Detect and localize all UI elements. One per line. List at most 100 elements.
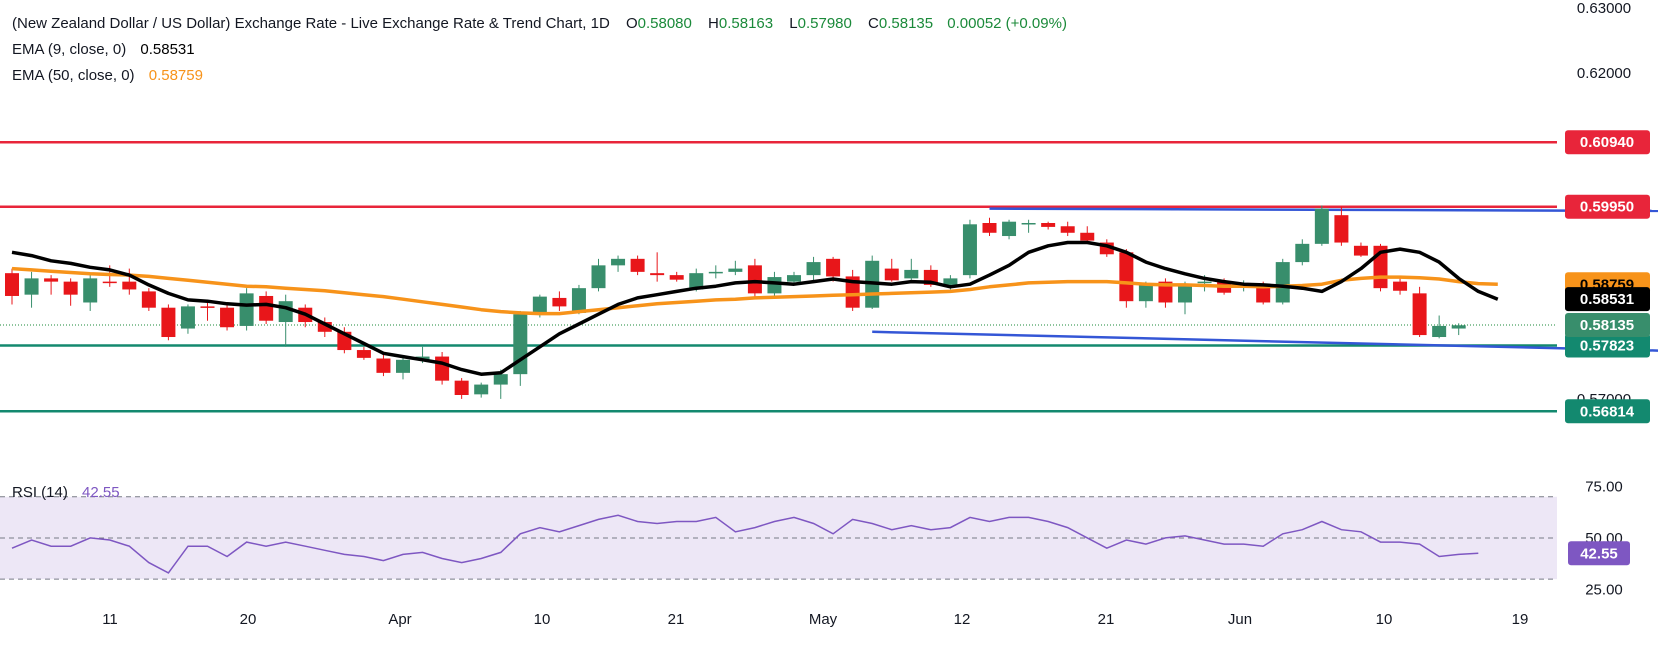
- candle-body: [904, 269, 919, 279]
- time-tick-label: 10: [1376, 611, 1393, 628]
- candle-body: [884, 268, 899, 281]
- candle-body: [200, 306, 215, 308]
- open-value: 0.58080: [638, 15, 692, 32]
- support-resistance-levels: [0, 140, 1557, 413]
- time-tick-label: Apr: [388, 611, 411, 628]
- candle-body: [1002, 221, 1017, 237]
- ema50-legend-label: EMA (50, close, 0): [12, 67, 135, 84]
- candle-body: [24, 278, 39, 295]
- open-label: O: [626, 15, 638, 32]
- candle-body: [44, 278, 59, 282]
- low-value: 0.57980: [798, 15, 852, 32]
- candle-body: [376, 358, 391, 373]
- close-value: 0.58135: [879, 15, 933, 32]
- rsi-legend-label: RSI (14): [12, 484, 68, 501]
- high-label: H: [708, 15, 719, 32]
- candle-body: [591, 265, 606, 289]
- rsi-tag-label: 42.55: [1580, 545, 1618, 562]
- candle-body: [747, 265, 762, 294]
- candle-body: [1256, 284, 1271, 303]
- support-tag-bg: [1565, 333, 1650, 358]
- ema50-legend: EMA (50, close, 0) 0.58759: [12, 67, 203, 84]
- candle-body: [396, 359, 410, 373]
- time-tick-label: 21: [1098, 611, 1115, 628]
- ema9-legend-label: EMA (9, close, 0): [12, 41, 126, 58]
- time-tick-label: 11: [102, 611, 118, 628]
- close-label: C: [868, 15, 879, 32]
- candle-body: [102, 281, 117, 284]
- candle-body: [962, 224, 977, 276]
- time-axis: 11 20 Apr 10 21 May 12 21 Jun 10 19: [102, 611, 1528, 628]
- candle-body: [141, 291, 156, 308]
- candle-body: [806, 262, 821, 276]
- candle-body: [122, 281, 137, 290]
- time-tick-label: 20: [240, 611, 257, 628]
- candle-body: [1314, 208, 1329, 244]
- time-tick-label: Jun: [1228, 611, 1252, 628]
- rsi-tick-label: 75.00: [1585, 478, 1623, 495]
- candle-body: [5, 273, 19, 296]
- candle-body: [435, 356, 450, 381]
- time-tick-label: 19: [1512, 611, 1529, 628]
- rsi-tag-bg: [1568, 541, 1630, 566]
- candle-body: [1275, 262, 1290, 303]
- candle-body: [278, 301, 293, 323]
- candle-body: [180, 306, 195, 329]
- rsi-current-tag: 42.55: [1568, 541, 1630, 566]
- trendline: [872, 330, 1658, 352]
- resistance-tag-label: 0.59950: [1580, 199, 1634, 216]
- ema50-line: [11, 266, 1498, 316]
- rsi-line: [11, 514, 1479, 574]
- candle-body: [1197, 281, 1212, 284]
- support-tag-bg: [1565, 399, 1650, 424]
- close-price-tag-label: 0.58135: [1580, 317, 1634, 334]
- candle-body: [552, 297, 567, 307]
- ema9-legend-value: 0.58531: [140, 41, 194, 58]
- candle-body: [474, 384, 489, 395]
- candle-body: [1295, 243, 1310, 263]
- time-tick-label: 21: [668, 611, 685, 628]
- candle-body: [943, 278, 958, 285]
- change-value: 0.00052 (+0.09%): [947, 15, 1067, 32]
- candle-body: [1080, 232, 1095, 241]
- candle-body: [63, 281, 78, 295]
- candle-body: [259, 295, 274, 321]
- rsi-legend-value: 42.55: [82, 484, 120, 501]
- support-tag-label: 0.57823: [1580, 337, 1634, 354]
- close-price-tag-bg: [1565, 312, 1650, 337]
- candle-body: [787, 275, 801, 282]
- candle-body: [1060, 226, 1075, 233]
- rsi-guides: [0, 496, 1557, 580]
- price-tick-label: 0.63000: [1577, 0, 1631, 17]
- rsi-legend: RSI (14) 42.55: [12, 484, 120, 501]
- resistance-tag-label: 0.60940: [1580, 134, 1634, 151]
- candle-body: [630, 258, 645, 272]
- candle-body: [1334, 215, 1349, 243]
- candle-body: [83, 278, 98, 303]
- candle-body: [767, 277, 782, 294]
- candle-body: [611, 258, 626, 266]
- candle-body: [1451, 325, 1466, 329]
- candle-body: [1119, 252, 1134, 302]
- candle-body: [356, 350, 371, 358]
- candle-body: [1021, 223, 1036, 225]
- chart-legend-title: (New Zealand Dollar / US Dollar) Exchang…: [12, 15, 1067, 32]
- candle-body: [571, 288, 586, 313]
- ema9-legend: EMA (9, close, 0) 0.58531: [12, 41, 195, 58]
- candle-body: [982, 223, 997, 233]
- candle-body: [1099, 242, 1114, 255]
- ema50-legend-value: 0.58759: [149, 67, 203, 84]
- candle-body: [1178, 284, 1192, 303]
- candle-body: [454, 380, 469, 395]
- high-value: 0.58163: [719, 15, 773, 32]
- low-label: L: [789, 15, 797, 32]
- candle-body: [1353, 245, 1368, 256]
- time-tick-label: May: [809, 611, 838, 628]
- candle-body: [161, 307, 176, 338]
- rsi-tick-label: 25.00: [1585, 581, 1623, 598]
- candle-body: [708, 271, 723, 274]
- candle-body: [1393, 281, 1408, 291]
- candle-body: [845, 276, 860, 308]
